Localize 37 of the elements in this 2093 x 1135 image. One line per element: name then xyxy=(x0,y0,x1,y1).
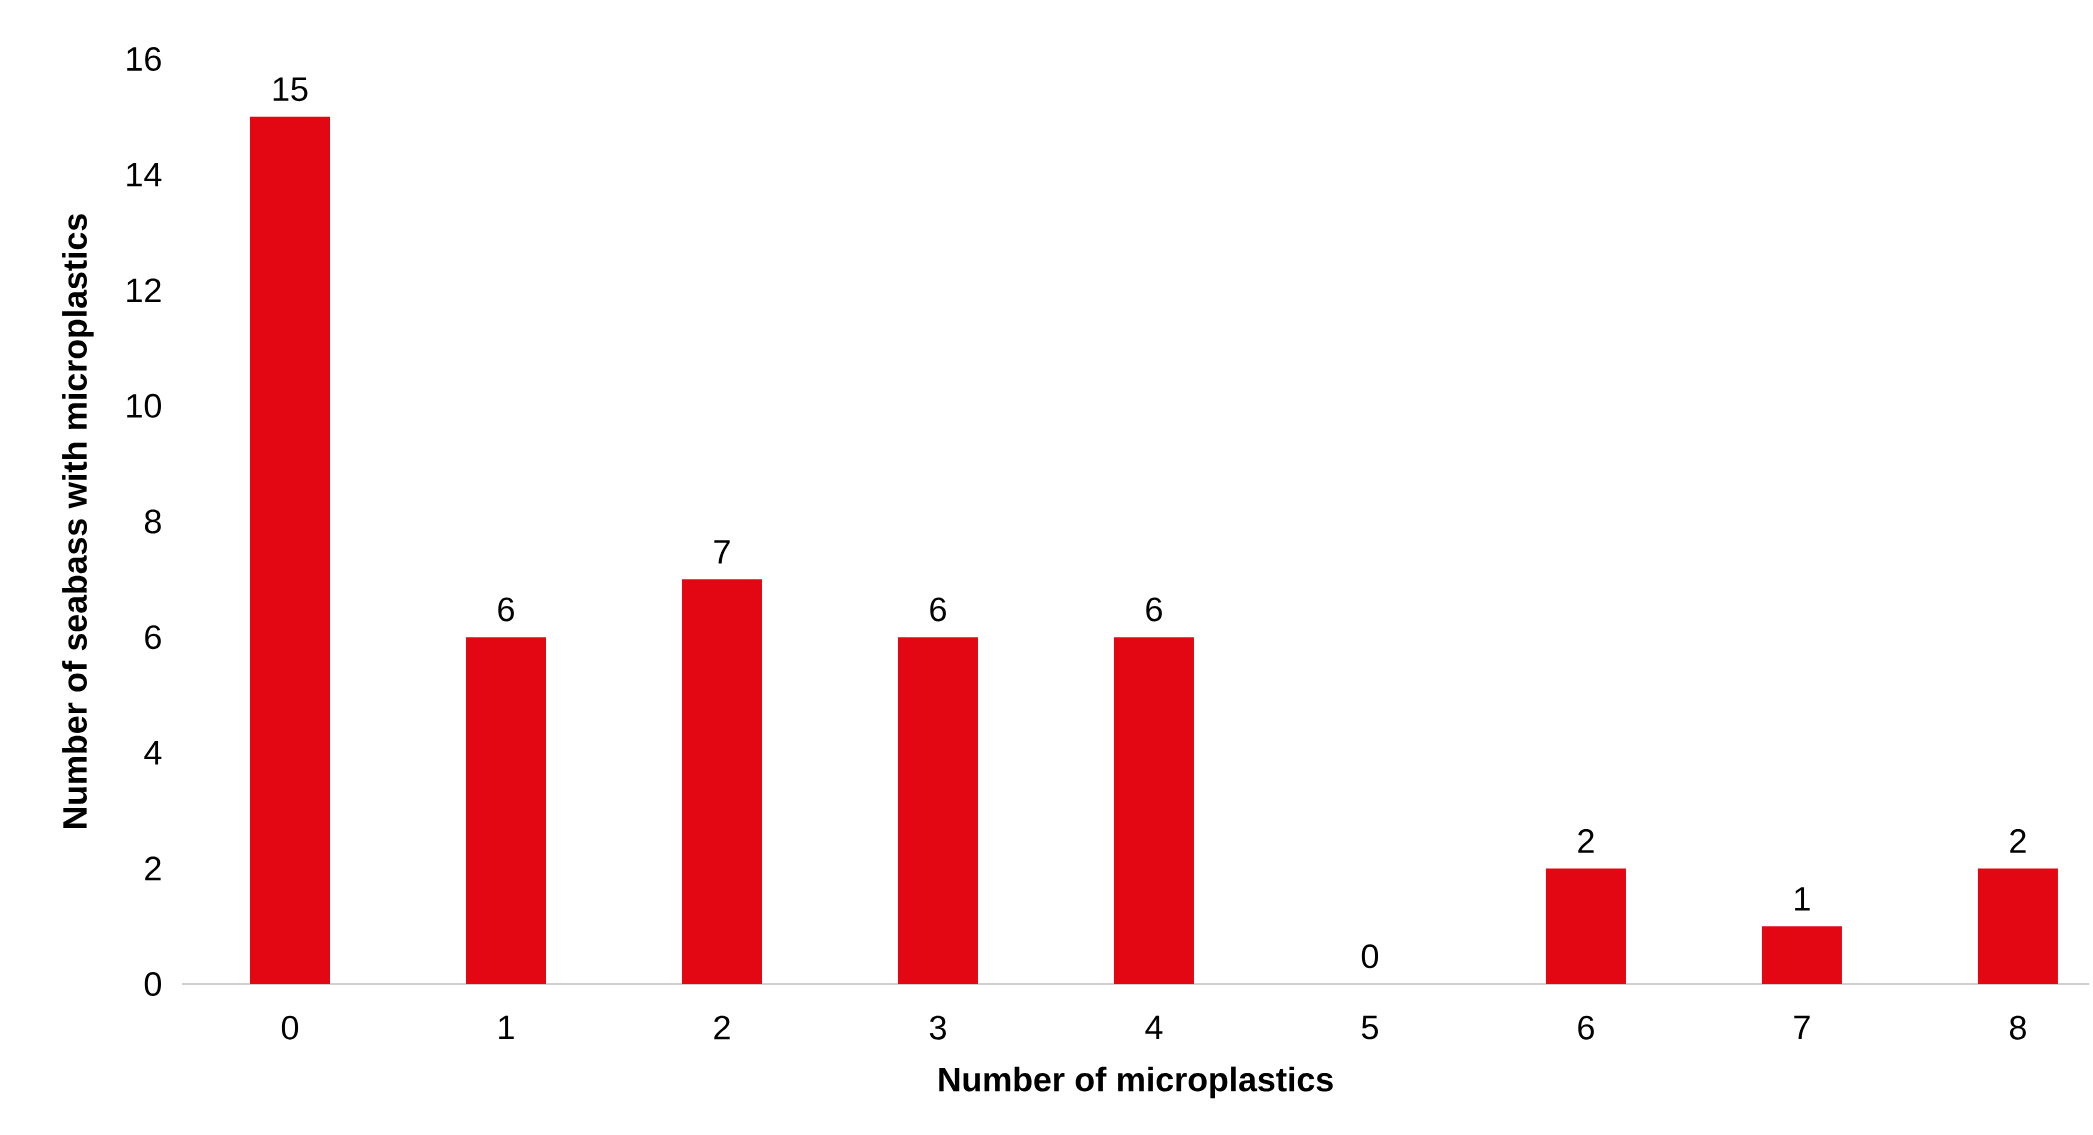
bar xyxy=(250,116,330,984)
x-tick-label: 0 xyxy=(281,1015,299,1040)
data-label: 2 xyxy=(2010,829,2026,853)
x-tick-label: 4 xyxy=(1145,1015,1163,1039)
bar xyxy=(897,637,978,984)
y-tick-label: 10 xyxy=(127,393,161,418)
data-label: 15 xyxy=(273,77,308,102)
x-axis-title: Number of microplastics xyxy=(939,1066,1333,1099)
y-tick-label: 14 xyxy=(127,162,162,187)
bar xyxy=(681,579,762,984)
bar xyxy=(1977,868,2058,984)
y-tick-label: 12 xyxy=(127,278,161,303)
data-label: 1 xyxy=(1795,887,1810,911)
data-label: 7 xyxy=(714,540,730,564)
data-label: 6 xyxy=(498,597,514,622)
x-tick-label: 8 xyxy=(2009,1015,2026,1040)
y-axis-title: Number of seabass with microplastics xyxy=(62,214,94,828)
data-label: 6 xyxy=(1146,597,1162,622)
x-tick-label: 2 xyxy=(714,1015,730,1040)
x-tick-label: 5 xyxy=(1361,1015,1378,1040)
y-tick-label: 2 xyxy=(145,856,161,881)
x-tick-label: 6 xyxy=(1578,1015,1594,1040)
x-tick-label: 1 xyxy=(499,1015,514,1039)
y-tick-label: 8 xyxy=(144,509,161,534)
data-label: 0 xyxy=(1361,944,1379,969)
bar xyxy=(1761,926,1842,984)
y-tick-label: 4 xyxy=(144,741,162,765)
x-tick-label: 3 xyxy=(929,1015,946,1040)
y-tick-label: 6 xyxy=(145,625,161,650)
bar xyxy=(1545,868,1626,984)
y-tick-label: 0 xyxy=(144,972,162,996)
data-label: 6 xyxy=(930,597,946,622)
bar xyxy=(1113,637,1194,984)
bar xyxy=(465,637,546,984)
y-tick-label: 16 xyxy=(127,46,161,71)
data-label: 2 xyxy=(1578,829,1594,853)
x-tick-label: 7 xyxy=(1794,1015,1810,1039)
